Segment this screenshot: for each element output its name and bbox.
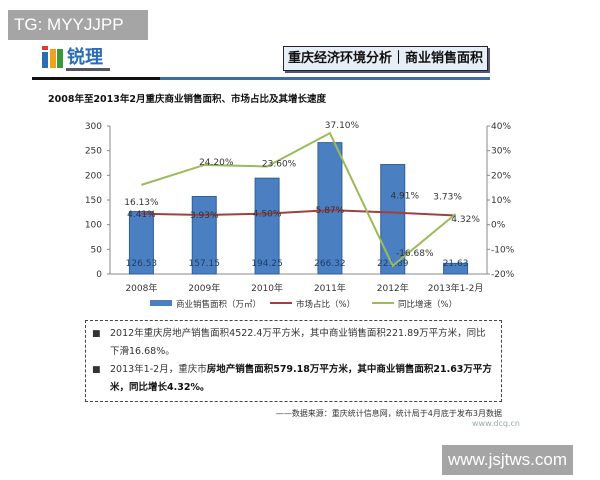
x-tick: 2012年 bbox=[377, 282, 409, 294]
y-left-tick: 50 bbox=[91, 245, 103, 255]
bar bbox=[254, 177, 280, 275]
data-label: 23.60% bbox=[262, 159, 297, 169]
watermark-dcq: www.dcq.cn bbox=[471, 419, 520, 428]
note-item: ■ 2013年1-2月，重庆市房地产销售面积579.18万平方米，其中商业销售面积… bbox=[92, 361, 495, 397]
bar-label: 21.63 bbox=[443, 259, 469, 269]
data-label: 37.10% bbox=[325, 121, 360, 131]
data-label: 4.41% bbox=[127, 210, 156, 220]
data-label: 24.20% bbox=[199, 158, 234, 168]
chart: 0 50 100 150 200 250 300 -20% -10% 0% 10% 20% 30% 40%… bbox=[85, 121, 515, 310]
y-left-tick: 150 bbox=[85, 196, 102, 206]
y-right-tick: 0% bbox=[491, 221, 506, 231]
bar-label: 194.25 bbox=[251, 259, 283, 269]
data-label: 3.93% bbox=[190, 211, 219, 221]
data-label: 4.91% bbox=[390, 192, 419, 202]
y-right-tick: 40% bbox=[491, 122, 511, 132]
lower-section: ■ 2012年重庆房地产销售面积4522.4万平方米，其中商业销售面积221.89… bbox=[85, 320, 520, 428]
logo-text: 锐理 bbox=[67, 47, 103, 68]
y-left-tick: 250 bbox=[85, 147, 102, 157]
bar-label: 266.32 bbox=[314, 259, 346, 269]
x-tick: 2011年 bbox=[314, 282, 346, 294]
bar bbox=[191, 195, 217, 275]
data-label: 5.87% bbox=[316, 206, 345, 216]
data-label: -16.68% bbox=[396, 249, 434, 259]
header-divider bbox=[32, 77, 490, 80]
data-label: 3.73% bbox=[433, 192, 462, 202]
y-right-tick: -20% bbox=[491, 270, 515, 280]
y-right-tick: -10% bbox=[491, 245, 515, 255]
data-label: 16.13% bbox=[124, 198, 159, 208]
notes-box: ■ 2012年重庆房地产销售面积4522.4万平方米，其中商业销售面积221.89… bbox=[85, 320, 502, 402]
y-right-tick: 20% bbox=[491, 171, 511, 181]
bar bbox=[128, 211, 154, 275]
watermark-site: www.jsjtws.com bbox=[442, 445, 573, 475]
y-right-tick: 10% bbox=[491, 196, 511, 206]
bullet-icon: ■ bbox=[92, 329, 101, 339]
y-left-tick: 200 bbox=[85, 171, 102, 181]
series-line bbox=[141, 209, 456, 217]
data-source: ——数据来源：重庆统计信息网，统计局于4月底于发布3月数据 bbox=[275, 409, 502, 418]
series-line bbox=[141, 131, 457, 268]
bar-label: 157.15 bbox=[189, 259, 221, 269]
x-tick: 2008年 bbox=[125, 282, 157, 294]
y-right-tick: 30% bbox=[491, 147, 511, 157]
x-tick: 2010年 bbox=[251, 282, 283, 294]
x-tick: 2013年1-2月 bbox=[428, 282, 484, 294]
bar bbox=[443, 262, 469, 275]
logo-mark-icon bbox=[42, 46, 64, 70]
y-left-tick: 300 bbox=[85, 122, 102, 132]
data-label: 4.50% bbox=[253, 210, 282, 220]
bar-label: 126.53 bbox=[126, 259, 158, 269]
legend-label: 同比增速（%） bbox=[398, 299, 457, 310]
y-left-tick: 100 bbox=[85, 221, 102, 231]
bullet-icon: ■ bbox=[92, 365, 101, 375]
x-tick: 2009年 bbox=[188, 282, 220, 294]
data-label: 4.32% bbox=[451, 215, 480, 225]
legend-swatch bbox=[150, 300, 172, 306]
y-left-tick: 0 bbox=[96, 270, 102, 280]
logo: 锐理 bbox=[42, 46, 110, 71]
note-item: ■ 2012年重庆房地产销售面积4522.4万平方米，其中商业销售面积221.89… bbox=[92, 325, 495, 361]
slide-title: 重庆经济环境分析｜商业销售面积 bbox=[283, 46, 488, 71]
watermark-tg: TG: MYYJJPP bbox=[8, 10, 148, 40]
bar bbox=[380, 164, 406, 275]
chart-title: 2008年至2013年2月重庆商业销售面积、市场占比及其增长速度 bbox=[48, 94, 326, 105]
bar bbox=[317, 142, 343, 275]
legend-label: 市场占比（%） bbox=[296, 299, 355, 310]
legend-label: 商业销售面积（万㎡） bbox=[176, 299, 261, 310]
